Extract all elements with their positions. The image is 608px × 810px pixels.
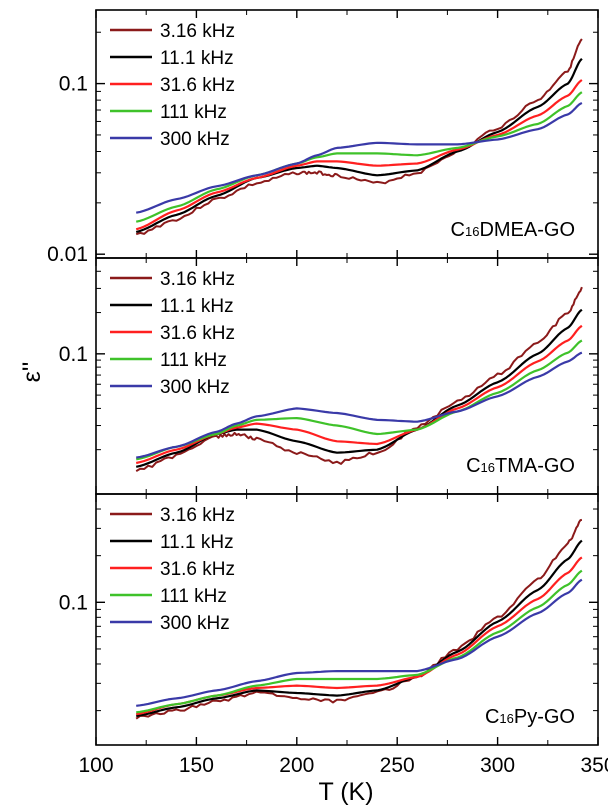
panel-3: 0.1 3.16 kHz 11.1 kHz 31.6 kHz 111 kHz 300 kH… (59, 493, 599, 746)
series-line-111-khz (136, 569, 583, 714)
x-tick-label: 350 (580, 754, 608, 777)
legend: 3.16 kHz 11.1 kHz 31.6 kHz 111 kHz 300 kHz (110, 21, 235, 150)
legend-entry: 11.1 kHz (160, 532, 234, 553)
y-tick-label: 0.1 (59, 343, 88, 366)
series-line-31-6-khz (136, 556, 583, 716)
legend-entry: 31.6 kHz (160, 323, 235, 344)
series-line-11-1-khz (136, 539, 583, 717)
legend: 3.16 kHz 11.1 kHz 31.6 kHz 111 kHz 300 kHz (110, 269, 235, 398)
sample-label-prefix: C (451, 219, 465, 241)
sample-label: C16Py-GO (485, 706, 575, 728)
series-line-111-khz (136, 339, 583, 461)
series-line-3-16-khz (135, 286, 583, 472)
x-axis: 100 150 200 250 300 350 (78, 754, 608, 777)
sample-label: C16TMA-GO (466, 455, 575, 477)
series-line-3-16-khz (135, 38, 583, 236)
sample-label: C16DMEA-GO (451, 219, 575, 241)
panel-series (135, 286, 583, 472)
panel-series (135, 38, 583, 236)
series-line-31-6-khz (135, 79, 583, 231)
sample-label-subscript: 16 (465, 224, 479, 239)
x-tick-label: 150 (179, 754, 214, 777)
legend-entry: 3.16 kHz (160, 269, 235, 290)
sample-label-prefix: C (485, 706, 499, 728)
y-tick-label: 0.01 (47, 243, 88, 266)
y-axis-title: ε'' (18, 362, 46, 383)
legend-entry: 3.16 kHz (160, 505, 235, 526)
series-line-111-khz (135, 91, 583, 223)
y-tick-label: 0.1 (59, 73, 88, 96)
panel-2: 0.1 3.16 kHz 11.1 kHz 31.6 kHz 111 kHz 300 kH… (59, 257, 599, 495)
series-line-300-khz (135, 102, 583, 214)
panels-layer: 0.01 0.1 3.16 kHz 11.1 kHz 31.6 kHz 111 kHz 30… (47, 9, 599, 746)
legend-entry: 111 kHz (160, 102, 227, 123)
x-tick-label: 200 (279, 754, 314, 777)
sample-label-suffix: TMA-GO (495, 455, 575, 477)
legend-entry: 31.6 kHz (160, 75, 235, 96)
x-axis-title: T (K) (318, 778, 373, 806)
legend-entry: 111 kHz (160, 350, 227, 371)
sample-label-subscript: 16 (481, 460, 495, 475)
series-line-300-khz (136, 578, 583, 707)
legend-entry: 111 kHz (160, 586, 227, 607)
legend-entry: 300 kHz (160, 613, 230, 634)
x-tick-label: 100 (78, 754, 113, 777)
y-tick-label: 0.1 (59, 591, 88, 614)
sample-label-suffix: Py-GO (514, 706, 575, 728)
legend-entry: 11.1 kHz (160, 48, 234, 69)
sample-label-subscript: 16 (499, 711, 513, 726)
sample-label-suffix: DMEA-GO (479, 219, 575, 241)
panel-series (135, 518, 583, 720)
legend-entry: 31.6 kHz (160, 559, 235, 580)
legend-entry: 3.16 kHz (160, 21, 235, 42)
legend-entry: 300 kHz (160, 377, 230, 398)
series-line-300-khz (136, 351, 583, 459)
series-line-11-1-khz (135, 57, 583, 234)
panel-1: 0.01 0.1 3.16 kHz 11.1 kHz 31.6 kHz 111 kHz 30… (47, 9, 599, 266)
x-tick-label: 250 (380, 754, 415, 777)
legend-entry: 11.1 kHz (160, 296, 234, 317)
sample-label-prefix: C (466, 455, 480, 477)
legend-entry: 300 kHz (160, 129, 230, 150)
x-tick-label: 300 (480, 754, 515, 777)
legend: 3.16 kHz 11.1 kHz 31.6 kHz 111 kHz 300 kHz (110, 505, 235, 634)
